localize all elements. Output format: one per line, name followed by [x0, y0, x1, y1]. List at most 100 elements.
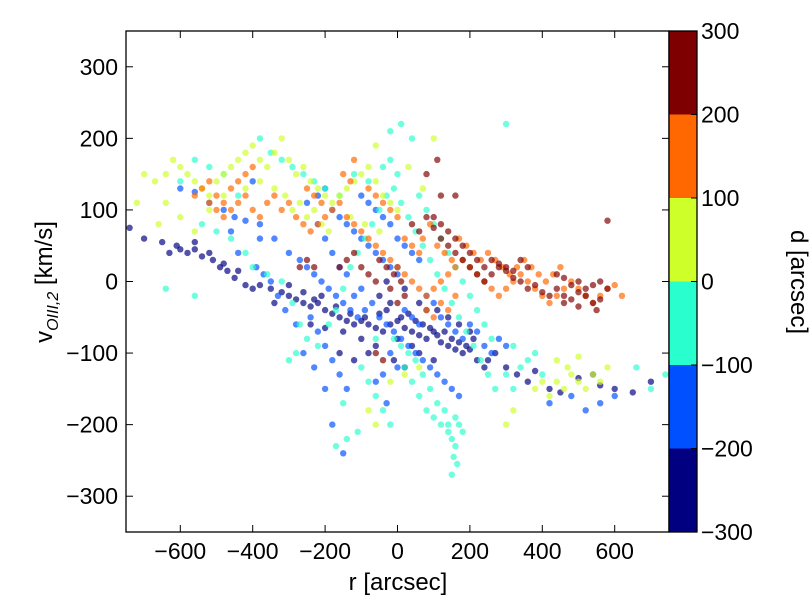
scatter-point [220, 170, 227, 178]
scatter-point [510, 342, 517, 350]
scatter-point [311, 192, 318, 199]
scatter-point [495, 335, 503, 342]
scatter-point [372, 392, 379, 400]
scatter-point [466, 321, 474, 328]
scatter-point [126, 224, 133, 231]
scatter-point [495, 260, 503, 267]
scatter-point [459, 278, 466, 285]
scatter-point [502, 371, 510, 378]
scatter-point [242, 281, 249, 289]
scatter-point [589, 281, 597, 289]
scatter-point [318, 199, 325, 206]
scatter-point [365, 178, 372, 185]
x-tick-label: −600 [154, 538, 206, 564]
scatter-point [379, 371, 387, 378]
scatter-point [408, 278, 416, 285]
scatter-point [517, 271, 524, 278]
scatter-point [560, 285, 568, 292]
x-axis-ticks: −600 −400 −200 0 200 400 600 [154, 31, 634, 564]
scatter-point [437, 421, 445, 428]
scatter-point [445, 306, 452, 314]
scatter-point [510, 267, 517, 274]
scatter-point [434, 306, 441, 314]
scatter-point [401, 271, 408, 278]
colorbar-segment [669, 31, 697, 115]
scatter-point [531, 281, 539, 289]
scatter-point [336, 192, 343, 199]
scatter-point [166, 249, 173, 257]
scatter-point [296, 321, 303, 328]
scatter-point [350, 292, 358, 299]
scatter-point [307, 321, 314, 328]
scatter-point [369, 299, 376, 307]
scatter-point [198, 253, 206, 260]
scatter-point [361, 314, 369, 321]
scatter-point [256, 221, 264, 228]
scatter-point [358, 170, 365, 178]
scatter-point [336, 199, 343, 206]
scatter-point [206, 163, 213, 171]
scatter-point [343, 213, 350, 221]
scatter-points [126, 120, 669, 478]
scatter-point [235, 178, 242, 185]
scatter-point [647, 385, 655, 393]
scatter-point [321, 213, 329, 221]
scatter-point [264, 163, 271, 171]
scatter-point [332, 442, 340, 450]
scatter-point [445, 428, 452, 435]
scatter-point [564, 364, 571, 371]
scatter-point [611, 385, 618, 393]
scatter-point [510, 274, 517, 282]
scatter-point [227, 185, 235, 192]
scatter-point [445, 321, 452, 328]
scatter-point [296, 199, 303, 206]
scatter-point [408, 242, 416, 249]
scatter-point [502, 364, 510, 371]
scatter-point [629, 389, 636, 396]
scatter-point [430, 414, 437, 421]
scatter-point [206, 249, 213, 257]
y-tick-label: −200 [66, 412, 118, 438]
scatter-point [274, 292, 282, 299]
scatter-point [553, 357, 560, 364]
scatter-point [256, 156, 264, 163]
scatter-point [350, 228, 358, 235]
scatter-point [568, 296, 575, 303]
scatter-point [397, 314, 405, 321]
scatter-point [271, 235, 278, 242]
scatter-point [452, 414, 459, 421]
scatter-point [303, 335, 311, 342]
scatter-point [445, 342, 452, 350]
scatter-point [235, 267, 242, 274]
scatter-point [390, 271, 398, 278]
scatter-point [535, 271, 542, 278]
scatter-point [289, 206, 296, 214]
scatter-point [481, 364, 488, 371]
scatter-point [220, 199, 227, 206]
scatter-point [365, 185, 372, 192]
scatter-point [329, 421, 336, 428]
scatter-point [285, 292, 293, 299]
scatter-point [452, 346, 459, 353]
scatter-point [365, 199, 372, 206]
scatter-point [235, 199, 242, 206]
scatter-point [448, 299, 455, 307]
scatter-point [332, 292, 340, 299]
scatter-point [408, 135, 416, 142]
scatter-point [318, 292, 325, 299]
scatter-point [575, 303, 582, 310]
y-axis-label: vOIII,2 [km/s] [31, 221, 62, 343]
scatter-point [531, 349, 539, 357]
scatter-point [597, 278, 604, 285]
scatter-point [300, 170, 307, 178]
scatter-point [365, 378, 372, 385]
scatter-point [220, 260, 227, 267]
scatter-point [372, 342, 379, 350]
scatter-point [300, 221, 307, 228]
scatter-point [235, 249, 242, 257]
scatter-point [488, 285, 495, 292]
scatter-point [390, 328, 398, 335]
scatter-point [133, 199, 141, 206]
scatter-point [329, 357, 336, 364]
scatter-point [379, 328, 387, 335]
